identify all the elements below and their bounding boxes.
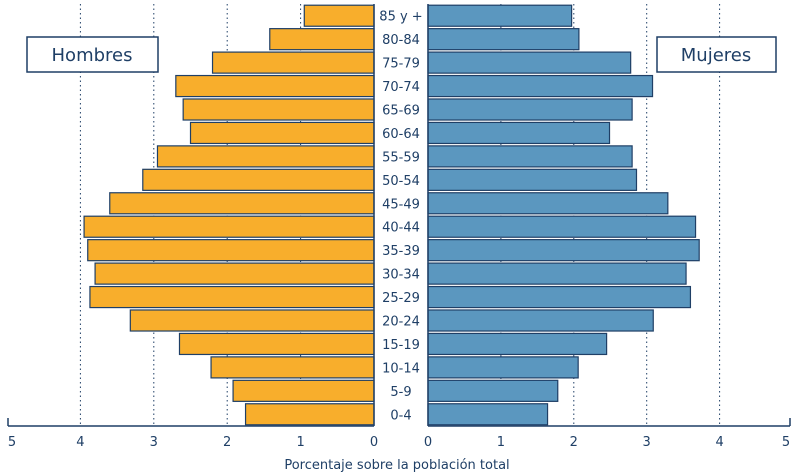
tick-label-left: 5 bbox=[8, 435, 16, 450]
bar-mujeres-45-49 bbox=[427, 192, 669, 215]
grid-lines bbox=[79, 4, 721, 426]
bar-hombres-45-49 bbox=[109, 192, 375, 215]
bar-mujeres-0-4 bbox=[427, 403, 549, 426]
bar-hombres-50-54 bbox=[142, 168, 375, 191]
bar-hombres-70-74 bbox=[175, 74, 375, 98]
bar-hombres-15-19 bbox=[178, 332, 375, 356]
bar-mujeres-10-14 bbox=[427, 356, 579, 379]
age-label: 55-59 bbox=[382, 150, 420, 165]
bar-mujeres-25-29 bbox=[427, 285, 692, 309]
bar-hombres-55-59 bbox=[156, 145, 375, 168]
tick-labels: 5 4 3 2 1 0 0 1 2 3 4 5 bbox=[8, 435, 790, 450]
bar-mujeres-5-9 bbox=[427, 379, 559, 402]
bars-mujeres bbox=[427, 4, 700, 426]
tick-label-right: 3 bbox=[643, 435, 651, 450]
bar-mujeres-55-59 bbox=[427, 145, 633, 168]
bar-hombres-40-44 bbox=[83, 215, 375, 238]
bar-hombres-85y bbox=[303, 4, 375, 27]
tick-label-left: 3 bbox=[150, 435, 158, 450]
bar-mujeres-15-19 bbox=[427, 332, 608, 356]
tick-label-right: 5 bbox=[782, 435, 790, 450]
bar-mujeres-30-34 bbox=[427, 262, 687, 285]
legend-mujeres-label: Mujeres bbox=[681, 45, 751, 66]
age-label: 70-74 bbox=[382, 80, 420, 95]
bar-hombres-10-14 bbox=[210, 356, 375, 379]
bar-mujeres-65-69 bbox=[427, 98, 633, 121]
bar-mujeres-35-39 bbox=[427, 239, 700, 262]
bar-mujeres-80-84 bbox=[427, 28, 580, 51]
axes bbox=[7, 4, 791, 427]
age-label: 45-49 bbox=[382, 197, 420, 212]
age-label: 0-4 bbox=[390, 408, 411, 423]
tick-label-right: 0 bbox=[424, 435, 432, 450]
age-label: 35-39 bbox=[382, 244, 420, 259]
age-label: 60-64 bbox=[382, 127, 420, 142]
tick-label-left: 4 bbox=[76, 435, 84, 450]
bar-hombres-75-79 bbox=[211, 51, 375, 74]
tick-label-right: 4 bbox=[715, 435, 723, 450]
bar-hombres-25-29 bbox=[89, 285, 375, 309]
age-label: 40-44 bbox=[382, 221, 420, 236]
tick-label-right: 1 bbox=[497, 435, 505, 450]
bar-hombres-5-9 bbox=[232, 379, 375, 402]
bar-mujeres-85y bbox=[427, 4, 573, 27]
age-label: 20-24 bbox=[382, 315, 420, 330]
age-label: 5-9 bbox=[390, 385, 411, 400]
tick-label-left: 0 bbox=[370, 435, 378, 450]
age-label: 10-14 bbox=[382, 361, 420, 376]
age-label: 25-29 bbox=[382, 291, 420, 306]
bar-hombres-0-4 bbox=[244, 403, 375, 426]
bar-mujeres-20-24 bbox=[427, 309, 654, 332]
bar-hombres-30-34 bbox=[94, 262, 375, 285]
bar-hombres-65-69 bbox=[182, 98, 375, 121]
tick-label-left: 1 bbox=[296, 435, 304, 450]
bar-hombres-60-64 bbox=[189, 121, 375, 145]
age-label: 15-19 bbox=[382, 338, 420, 353]
bar-hombres-35-39 bbox=[87, 239, 375, 262]
tick-label-left: 2 bbox=[223, 435, 231, 450]
legend-mujeres: Mujeres bbox=[656, 36, 777, 73]
age-label: 30-34 bbox=[382, 268, 420, 283]
tick-label-right: 2 bbox=[570, 435, 578, 450]
x-axis-title: Porcentaje sobre la población total bbox=[284, 458, 509, 473]
bar-mujeres-75-79 bbox=[427, 51, 632, 74]
age-labels: 85 y + 80-84 75-79 70-74 65-69 60-64 55-59 50-5… bbox=[379, 10, 422, 424]
legend-hombres-label: Hombres bbox=[52, 45, 133, 66]
age-label: 80-84 bbox=[382, 33, 420, 48]
age-label: 50-54 bbox=[382, 174, 420, 189]
age-label: 65-69 bbox=[382, 104, 420, 119]
bar-mujeres-40-44 bbox=[427, 215, 697, 238]
age-label: 85 y + bbox=[379, 10, 422, 25]
bar-hombres-20-24 bbox=[129, 309, 375, 332]
bar-mujeres-70-74 bbox=[427, 74, 654, 98]
legend-hombres: Hombres bbox=[26, 36, 159, 73]
age-label: 75-79 bbox=[382, 57, 420, 72]
bar-mujeres-60-64 bbox=[427, 121, 611, 145]
bar-mujeres-50-54 bbox=[427, 168, 638, 191]
bar-hombres-80-84 bbox=[269, 28, 375, 51]
